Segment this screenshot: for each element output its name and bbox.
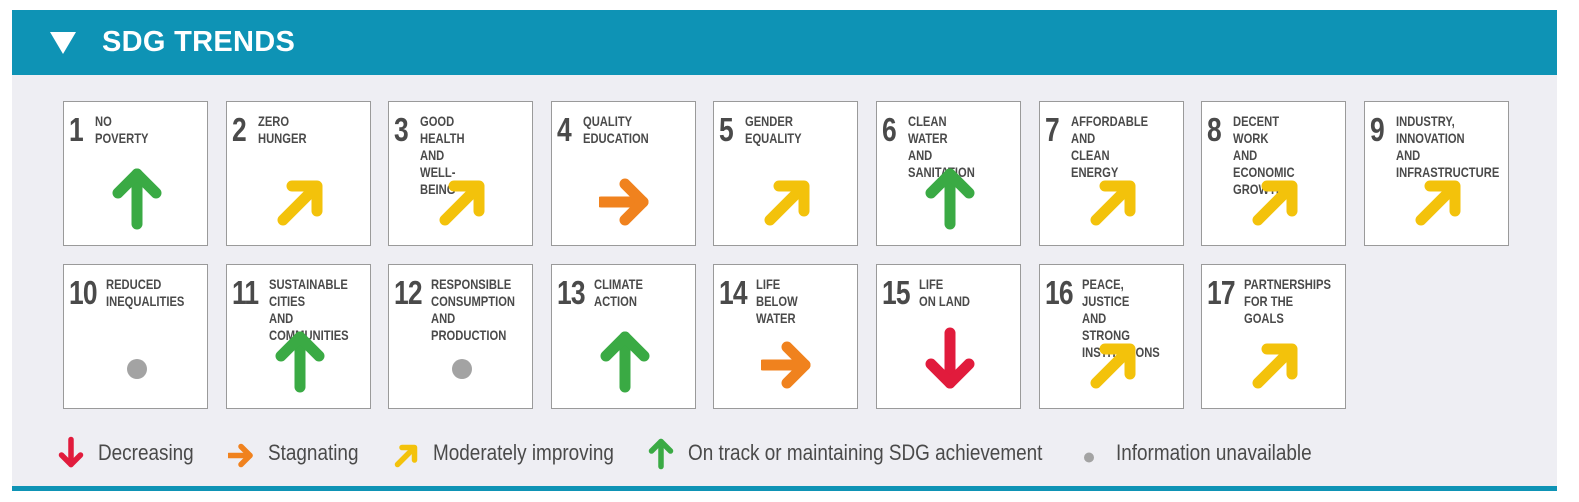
trend-moderately-improving-icon [1087,162,1139,232]
trend-legend: Decreasing Stagnating Moderately improving… [58,435,1346,471]
sdg-goal-number: 6 [882,111,897,148]
sdg-goal-number: 14 [719,274,748,311]
trend-on-track-icon [274,325,326,395]
sdg-goal-label: Industry, Innovation and Infrastructure [1396,113,1500,180]
sdg-goal-label: Quality Education [583,113,649,146]
sdg-goal-number: 2 [232,111,247,148]
sdg-goal-label: Life Below Water [756,276,798,326]
sdg-tile-13[interactable]: 13 Climate Action [551,264,696,409]
sdg-goal-number: 13 [557,274,586,311]
trend-moderately-improving-icon [274,162,326,232]
legend-label: Stagnating [267,440,359,465]
section-header[interactable]: SDG TRENDS [12,10,1557,75]
sdg-goal-label: Affordable and Clean Energy [1071,113,1149,180]
trend-on-track-icon [599,325,651,395]
sdg-goal-label: Clean Water and Sanitation [908,113,975,180]
legend-item-decreasing: Decreasing [58,435,194,471]
sdg-goal-number: 15 [882,274,911,311]
trend-moderately-improving-icon [1087,325,1139,395]
sdg-tile-15[interactable]: 15 Life on Land [876,264,1021,409]
trend-stagnating-icon [595,162,651,232]
legend-unavailable-icon [1076,435,1110,471]
sdg-tile-4[interactable]: 4 Quality Education [551,101,696,246]
sdg-tile-6[interactable]: 6 Clean Water and Sanitation [876,101,1021,246]
section-title: SDG TRENDS [102,26,296,58]
sdg-goal-number: 7 [1045,111,1060,148]
sdg-goal-number: 5 [719,111,734,148]
sdg-goal-label: No Poverty [95,113,149,146]
trend-on-track-icon [111,162,163,232]
sdg-tile-9[interactable]: 9 Industry, Innovation and Infrastructure [1364,101,1509,246]
legend-on-track-icon [648,435,682,471]
trend-stagnating-icon [757,325,813,395]
legend-decreasing-icon [58,435,92,471]
trend-moderately-improving-icon [1249,325,1301,395]
sdg-goal-number: 17 [1207,274,1236,311]
trend-moderately-improving-icon [761,162,813,232]
trend-unavailable-icon [436,325,488,395]
bottom-divider [12,486,1557,491]
sdg-goal-number: 1 [69,111,84,148]
sdg-goal-label: Life on Land [919,276,971,309]
sdg-tile-14[interactable]: 14 Life Below Water [713,264,858,409]
collapse-triangle-icon[interactable] [50,31,76,54]
sdg-goal-label: Climate Action [594,276,643,309]
trend-moderately-improving-icon [1412,162,1464,232]
sdg-tile-5[interactable]: 5 Gender Equality [713,101,858,246]
sdg-goal-label: Partnerships for the Goals [1244,276,1331,326]
sdg-tile-3[interactable]: 3 Good Health and Well-Being [388,101,533,246]
trend-moderately-improving-icon [436,162,488,232]
sdg-goal-number: 3 [394,111,409,148]
legend-item-unavailable: Information unavailable [1076,435,1312,471]
legend-label: On track or maintaining SDG achievement [687,440,1043,465]
sdg-goal-number: 10 [69,274,98,311]
legend-stagnating-icon [226,435,262,471]
legend-label: Information unavailable [1116,440,1312,465]
trend-moderately-improving-icon [1249,162,1301,232]
legend-item-stagnating: Stagnating [226,435,359,471]
sdg-goal-label: Reduced Inequalities [106,276,185,309]
sdg-tile-10[interactable]: 10 Reduced Inequalities [63,264,208,409]
sdg-goal-number: 9 [1370,111,1385,148]
sdg-tile-1[interactable]: 1 No Poverty [63,101,208,246]
sdg-goal-label: Good Health and Well-Being [420,113,465,197]
sdg-tile-8[interactable]: 8 Decent Work and Economic Growth [1201,101,1346,246]
legend-item-moderately-improving: Moderately improving [393,435,614,471]
sdg-tile-11[interactable]: 11 Sustainable Cities and Communities [226,264,371,409]
sdg-goal-number: 12 [394,274,423,311]
trend-decreasing-icon [924,325,976,395]
legend-moderately-improving-icon [393,435,427,471]
trend-on-track-icon [924,162,976,232]
sdg-tile-7[interactable]: 7 Affordable and Clean Energy [1039,101,1184,246]
sdg-tile-17[interactable]: 17 Partnerships for the Goals [1201,264,1346,409]
sdg-trends-panel [12,10,1557,491]
sdg-goal-number: 11 [232,274,259,311]
trend-unavailable-icon [111,325,163,395]
sdg-goal-number: 4 [557,111,572,148]
legend-label: Decreasing [98,440,194,465]
sdg-goal-label: Responsible Consumption and Production [431,276,515,343]
sdg-goal-number: 8 [1207,111,1222,148]
sdg-goal-label: Gender Equality [745,113,802,146]
sdg-goal-label: Zero Hunger [258,113,307,146]
sdg-tile-2[interactable]: 2 Zero Hunger [226,101,371,246]
sdg-tile-12[interactable]: 12 Responsible Consumption and Production [388,264,533,409]
sdg-goal-label: Sustainable Cities and Communities [269,276,349,343]
legend-label: Moderately improving [432,440,614,465]
sdg-tile-16[interactable]: 16 Peace, Justice and Strong Institutions [1039,264,1184,409]
legend-item-on-track: On track or maintaining SDG achievement [648,435,1042,471]
sdg-goal-number: 16 [1045,274,1074,311]
